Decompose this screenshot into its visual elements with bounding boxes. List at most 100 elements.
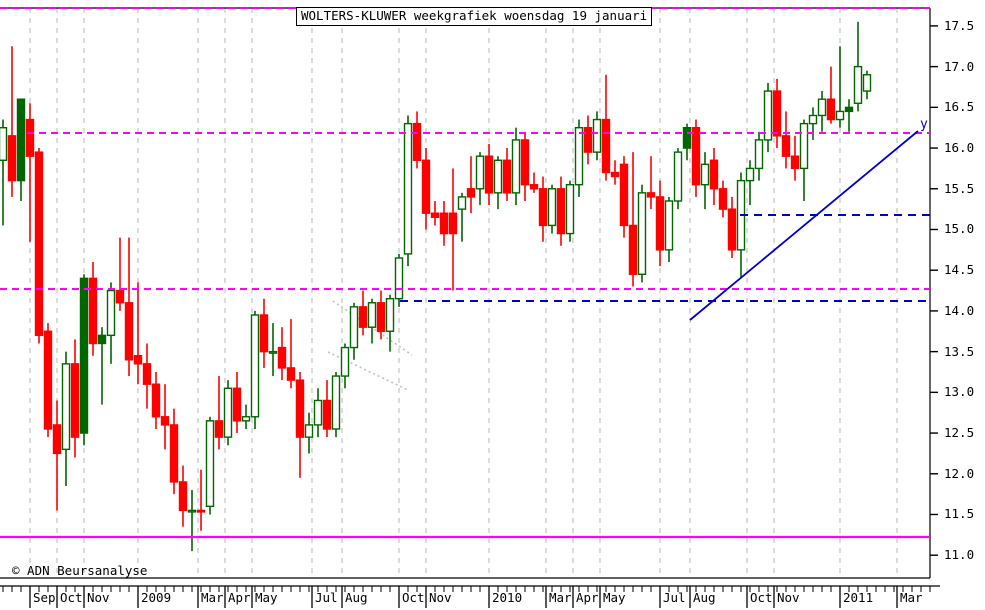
candlestick — [313, 388, 323, 438]
candle-body — [664, 200, 674, 251]
candle-body — [520, 139, 530, 186]
candle-body — [502, 159, 512, 194]
y-axis-tick-label: 17.0 — [944, 58, 975, 74]
candle-body — [583, 126, 593, 153]
candlestick — [133, 282, 143, 385]
candlestick — [502, 148, 512, 201]
x-axis-tick-label: 2010 — [492, 590, 523, 605]
x-axis-tick-label: Jul — [663, 590, 686, 605]
candle-body — [862, 74, 872, 92]
candlestick — [448, 168, 458, 291]
x-axis-tick-label: Mar — [900, 590, 923, 605]
candle-body — [574, 126, 584, 186]
candlestick — [790, 135, 800, 181]
y-axis-tick-label: 11.5 — [944, 506, 975, 522]
candle-body — [25, 118, 35, 157]
candle-body — [646, 192, 656, 198]
candle-body — [682, 126, 692, 149]
candlestick — [34, 148, 44, 344]
candle-body — [277, 346, 287, 369]
candle-body — [340, 346, 350, 377]
candle-body — [70, 363, 80, 438]
candle-body — [637, 192, 647, 275]
candle-body — [475, 155, 485, 190]
blue-trend-line — [689, 130, 919, 321]
x-axis-tick-label: Mar — [549, 590, 572, 605]
candlestick — [376, 290, 386, 340]
candlestick — [295, 371, 305, 478]
candlestick — [178, 465, 188, 527]
candle-body — [817, 98, 827, 117]
candle-body — [97, 334, 107, 345]
candle-body — [619, 163, 629, 227]
candlestick — [286, 319, 296, 389]
y-axis-tick-label: 14.5 — [944, 262, 975, 278]
candle-body — [727, 208, 737, 251]
candlestick — [727, 196, 737, 258]
candle-body — [106, 289, 116, 337]
y-axis-tick-label: 16.5 — [944, 99, 975, 115]
candlestick — [529, 172, 539, 193]
candlestick — [25, 103, 35, 242]
candle-body — [151, 383, 161, 418]
candlestick — [169, 408, 179, 495]
candle-body — [196, 509, 206, 513]
y-axis-tick-label: 13.0 — [944, 384, 975, 400]
candlestick — [862, 70, 872, 100]
candlestick — [61, 351, 71, 486]
candlestick — [736, 172, 746, 279]
candle-body — [385, 298, 395, 332]
candlestick — [700, 152, 710, 210]
candlestick — [151, 371, 161, 429]
y-axis-tick-label: 11.0 — [944, 547, 975, 563]
x-axis-tick-label: 2011 — [843, 590, 874, 605]
y-axis-tick-label: 17.5 — [944, 17, 975, 33]
candle-body — [43, 330, 53, 430]
candle-body — [484, 155, 494, 194]
candle-body — [421, 159, 431, 214]
x-axis-tick-label: May — [255, 590, 278, 605]
candle-body — [556, 188, 566, 235]
x-axis-tick-label: Mar — [201, 590, 224, 605]
candlestick — [583, 115, 593, 165]
candlestick — [538, 176, 548, 242]
candle-body — [160, 416, 170, 426]
candle-body — [655, 196, 665, 251]
candlestick — [754, 131, 764, 181]
candle-body — [376, 302, 386, 332]
candlestick — [259, 298, 269, 368]
candle-body — [88, 277, 98, 345]
candle-body — [367, 302, 377, 328]
candlestick — [664, 196, 674, 263]
candle-body — [0, 126, 8, 161]
candlestick — [241, 404, 251, 429]
candle-body — [124, 302, 134, 361]
candle-body — [430, 212, 440, 218]
candle-body — [529, 183, 539, 190]
candlestick — [322, 380, 332, 438]
candle-body — [799, 122, 809, 170]
x-axis-tick-label: Oct — [60, 590, 83, 605]
candlestick — [619, 156, 629, 238]
candlestick — [808, 107, 818, 140]
candle-body — [322, 399, 332, 430]
candlestick — [682, 123, 692, 161]
candle-body — [700, 163, 710, 186]
candle-body — [34, 151, 44, 337]
candle-body — [268, 350, 278, 354]
candlestick — [16, 98, 26, 201]
candle-body — [826, 98, 836, 121]
candle-body — [808, 114, 818, 125]
x-axis-tick-label: Jul — [315, 590, 338, 605]
candlestick — [484, 143, 494, 206]
candlestick — [610, 160, 620, 185]
candlestick — [106, 282, 116, 364]
candlestick — [142, 343, 152, 409]
candlestick — [817, 91, 827, 132]
candlestick — [628, 152, 638, 287]
candlestick — [88, 262, 98, 356]
candle-body — [250, 314, 260, 418]
candle-body — [412, 122, 422, 161]
candlestick — [97, 327, 107, 405]
candlestick — [844, 99, 854, 132]
